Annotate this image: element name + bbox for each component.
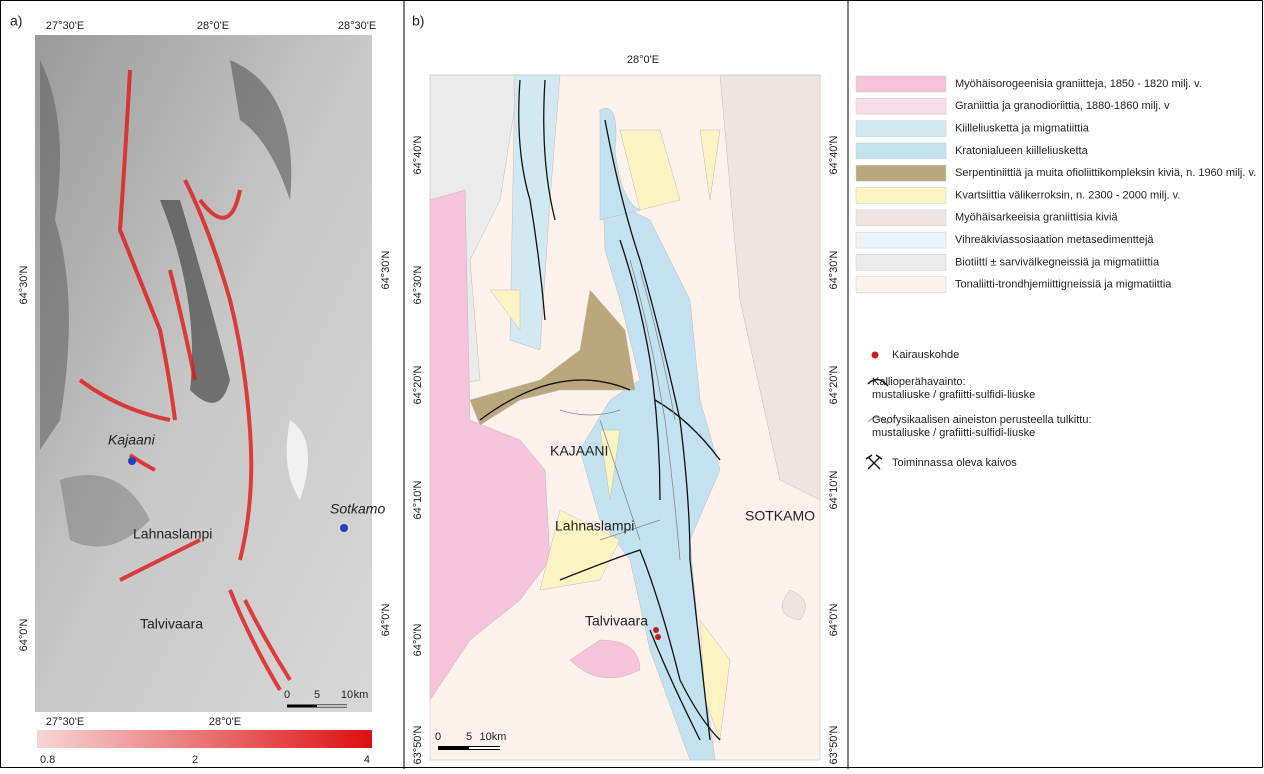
colorbar-label: 4 (364, 754, 370, 766)
legend-symbol (866, 455, 882, 469)
place-label: SOTKAMO (745, 508, 815, 524)
lat-label: 64°40'N (412, 135, 424, 174)
place-label: Sotkamo (330, 501, 385, 517)
scale-label: 5 (314, 689, 320, 701)
legend-swatch (856, 165, 946, 181)
lat-label: 64°30'N (828, 250, 840, 289)
scale-label: 10 (341, 689, 353, 701)
legend-swatch (856, 210, 946, 226)
legend-label: Geofysikaalisen aineiston perusteella tu… (872, 414, 1092, 426)
lat-label: 64°30'N (412, 265, 424, 304)
colorbar-label: 0.8 (40, 754, 55, 766)
lon-label: 28°0'E (197, 20, 229, 32)
legend-label: Serpentiniittiä ja muita ofioliittikompl… (955, 167, 1256, 179)
legend-swatch (856, 121, 946, 137)
legend-symbol (872, 352, 879, 359)
scale-label: 0 (435, 731, 441, 743)
legend-label: Myöhäisarkeeisia graniittisia kiviä (955, 212, 1119, 224)
lat-label: 64°20'N (828, 365, 840, 404)
legend-label: Vihreäkiviassosiaation metasedimenttejä (955, 234, 1154, 246)
lat-label: 64°10'N (828, 470, 840, 509)
legend-swatch (856, 277, 946, 293)
legend-swatch (856, 76, 946, 92)
place-label: Kajaani (108, 432, 156, 448)
panel-label: b) (412, 13, 424, 29)
scale-label: 10km (480, 731, 507, 743)
map-a (35, 35, 372, 748)
lon-label: 28°0'E (627, 54, 659, 66)
lat-label: 64°30'N (18, 265, 30, 304)
lat-label: 64°40'N (828, 135, 840, 174)
figure: a) 27°30'E 28°0'E 28°30'E 27°30'E 28°0'E 64°30… (0, 0, 1264, 769)
lat-label: 64°20'N (412, 365, 424, 404)
lat-label: 64°0'N (380, 604, 392, 637)
legend-swatch (856, 98, 946, 114)
legend-label: Biotiitti ± sarvivälkegneissiä ja migmat… (955, 256, 1160, 268)
legend-label: mustaliuske / grafiitti-sulfidi-liuske (872, 389, 1035, 401)
lat-label: 64°0'N (412, 624, 424, 657)
legend-label: mustaliuske / grafiitti-sulfidi-liuske (872, 427, 1035, 439)
lat-label: 64°10'N (412, 480, 424, 519)
lat-label: 64°0'N (18, 619, 30, 652)
colorbar-label: 2 (192, 754, 198, 766)
place-label: Lahnaslampi (555, 518, 634, 534)
scale-label: 5 (466, 731, 472, 743)
place-label: KAJAANI (550, 443, 608, 459)
place-label: Lahnaslampi (133, 526, 212, 542)
lat-label: 63°50'N (412, 725, 424, 764)
lon-label: 27°30'E (46, 716, 84, 728)
legend-label: Myöhäisorogeenisia graniitteja, 1850 - 1… (955, 78, 1202, 90)
scale-label: 0 (284, 689, 290, 701)
legend-swatch (856, 143, 946, 159)
lon-label: 27°30'E (46, 20, 84, 32)
legend-label: Tonaliitti-trondhjemiittigneissiä ja mig… (955, 279, 1172, 291)
legend-swatch (856, 232, 946, 248)
panel-label: a) (10, 13, 22, 29)
legend-label: Kvartsiittia välikerroksin, n. 2300 - 20… (955, 189, 1180, 201)
scale-label: km (354, 689, 369, 701)
legend-label: Kratonialueen kiilleliusketta (955, 145, 1089, 157)
legend-label: Toiminnassa oleva kaivos (892, 457, 1017, 469)
legend-label: Kiilleliusketta ja migmatiittia (955, 123, 1090, 135)
legend-label: Kallioperähavainto: (872, 376, 966, 388)
lon-label: 28°30'E (338, 20, 376, 32)
place-label: Talvivaara (585, 613, 648, 629)
legend-label: Graniittia ja granodioriittia, 1880-1860… (955, 100, 1170, 112)
legend-label: Kairauskohde (892, 349, 959, 361)
map-b (430, 75, 820, 760)
place-label: Talvivaara (140, 616, 203, 632)
lon-label: 28°0'E (209, 716, 241, 728)
lat-label: 63°50'N (828, 725, 840, 764)
legend-swatch (856, 254, 946, 270)
lat-label: 64°0'N (828, 604, 840, 637)
lat-label: 64°30'N (380, 250, 392, 289)
legend-swatch (856, 188, 946, 204)
